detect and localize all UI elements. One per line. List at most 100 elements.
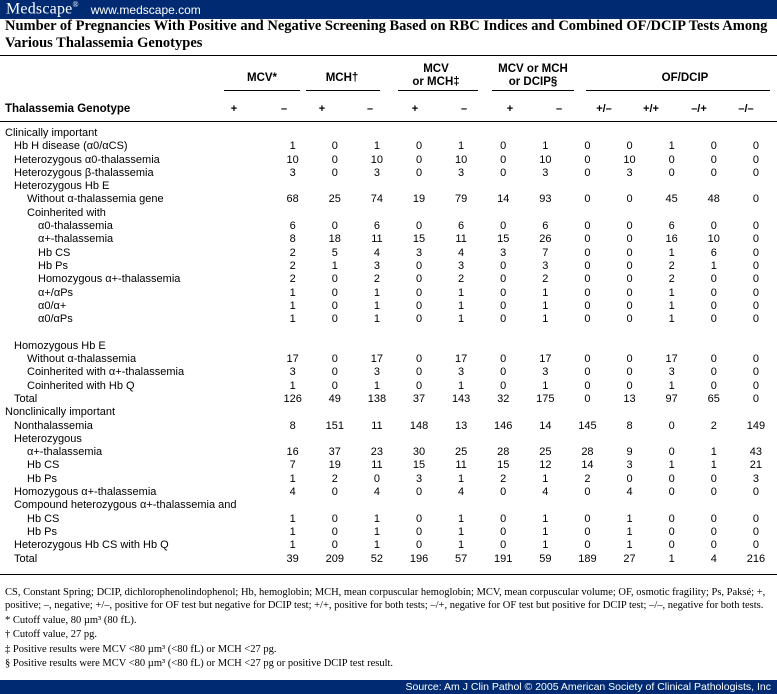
- cell-value: 2: [331, 472, 338, 485]
- cell-value: [609, 127, 651, 140]
- cell-value: 0: [752, 140, 759, 153]
- cell-value: 0: [626, 299, 633, 312]
- table-row: Hb Ps 1 2 0 3 1 2 1 2 0 0 0 3: [0, 473, 777, 486]
- cell-value: 0: [752, 379, 759, 392]
- row-label: Heterozygous α0-thalassemia: [14, 153, 160, 166]
- cell-value: 0: [668, 539, 675, 552]
- cell-value: 0: [415, 313, 423, 326]
- cell-value: 0: [331, 140, 338, 153]
- cell-value: [693, 127, 735, 140]
- cell-value: 0: [626, 140, 633, 153]
- row-label: Nonthalassemia: [14, 419, 93, 432]
- cell-value: 0: [415, 539, 423, 552]
- cell-value: 0: [415, 525, 423, 538]
- cell-value: 0: [331, 539, 338, 552]
- cell-value: 2: [668, 273, 675, 286]
- table-row: Hb H disease (α0/αCS) 1 0 1 0 1 0 1 0 0 1 0 0: [0, 140, 777, 153]
- cell-value: 4: [373, 486, 380, 499]
- cell-value: 4: [710, 552, 717, 565]
- cell-value: 0: [584, 366, 591, 379]
- cell-value: 3: [289, 366, 296, 379]
- ofdcip-group-rule: [586, 90, 770, 91]
- cell-value: 25: [539, 446, 552, 459]
- cell-value: [566, 499, 608, 512]
- cell-value: 3: [373, 166, 380, 179]
- cell-value: 0: [500, 153, 507, 166]
- table-title: Number of Pregnancies With Positive and …: [5, 18, 768, 51]
- cell-value: 0: [626, 366, 633, 379]
- cell-value: 0: [584, 486, 591, 499]
- cell-value: [272, 326, 314, 339]
- cell-value: [356, 326, 398, 339]
- cell-value: 1: [289, 286, 296, 299]
- row-label: Nonclinically important: [5, 406, 116, 419]
- cell-value: 28: [581, 446, 594, 459]
- cell-value: 1: [542, 472, 549, 485]
- row-label: Heterozygous: [14, 432, 82, 445]
- sub-header: –: [555, 103, 563, 115]
- cell-value: 0: [584, 140, 591, 153]
- cell-value: 3: [458, 259, 465, 272]
- cell-value: [398, 127, 440, 140]
- cell-value: 0: [331, 353, 338, 366]
- row-label: Total: [14, 392, 38, 405]
- cell-value: 1: [542, 286, 549, 299]
- cell-value: 0: [710, 539, 717, 552]
- cell-value: 0: [500, 220, 507, 233]
- cell-value: 0: [415, 366, 423, 379]
- row-label: [0, 326, 272, 339]
- cell-value: [314, 433, 356, 446]
- table-row: Compound heterozygous α+-thalassemia and: [0, 499, 777, 512]
- cell-value: 216: [746, 552, 766, 565]
- cell-value: [314, 180, 356, 193]
- data-table: Clinically important Hb H disease (α0/αCS…: [0, 127, 777, 566]
- cell-value: [651, 433, 693, 446]
- cell-value: 0: [500, 299, 507, 312]
- cell-value: [566, 433, 608, 446]
- cell-value: 0: [752, 512, 759, 525]
- cell-value: 3: [626, 166, 633, 179]
- cell-value: 1: [289, 512, 296, 525]
- cell-value: 19: [412, 193, 426, 206]
- medscape-url-link[interactable]: www.medscape.com: [90, 2, 201, 17]
- cell-value: 6: [373, 220, 380, 233]
- cell-value: 3: [626, 459, 633, 472]
- cell-value: [524, 180, 566, 193]
- cell-value: 8: [289, 233, 296, 246]
- cell-value: 6: [710, 246, 717, 259]
- cell-value: 43: [749, 446, 763, 459]
- cell-value: 6: [668, 220, 675, 233]
- medscape-logo[interactable]: Medscape®: [6, 0, 79, 18]
- cell-value: [566, 127, 608, 140]
- cell-value: 18: [328, 233, 341, 246]
- cell-value: 1: [668, 313, 675, 326]
- cell-value: [566, 207, 608, 220]
- cell-value: 0: [500, 273, 507, 286]
- cell-value: 3: [458, 366, 465, 379]
- cell-value: 143: [451, 392, 471, 405]
- cell-value: [524, 499, 566, 512]
- cell-value: 28: [497, 446, 510, 459]
- cell-value: 2: [710, 419, 717, 432]
- cell-value: 0: [752, 366, 759, 379]
- cell-value: 0: [710, 379, 717, 392]
- cell-value: 37: [328, 446, 341, 459]
- table-row: α+/αPs 1 0 1 0 1 0 1 0 0 1 0 0: [0, 287, 777, 300]
- cell-value: 10: [370, 153, 384, 166]
- table-row: Heterozygous β-thalassemia 3 0 3 0 3 0 3 0 3 0 0 0: [0, 167, 777, 180]
- cell-value: 3: [373, 259, 380, 272]
- cell-value: [482, 406, 524, 419]
- cell-value: 0: [331, 525, 338, 538]
- cell-value: 74: [370, 193, 384, 206]
- cell-value: [398, 499, 440, 512]
- cell-value: 1: [458, 286, 465, 299]
- cell-value: 1: [373, 379, 380, 392]
- sub-header: –: [460, 103, 468, 115]
- cell-value: 0: [500, 525, 507, 538]
- cell-value: 1: [373, 286, 380, 299]
- cell-value: 1: [373, 539, 380, 552]
- cell-value: 0: [331, 379, 338, 392]
- cell-value: 1: [668, 379, 675, 392]
- cell-value: 0: [500, 486, 507, 499]
- top-rule: [0, 55, 777, 56]
